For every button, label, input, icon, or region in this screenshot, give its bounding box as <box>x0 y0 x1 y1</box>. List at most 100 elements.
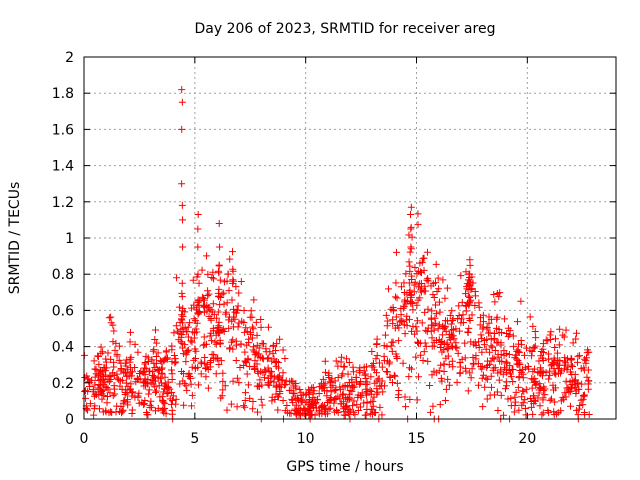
data-point <box>405 373 413 381</box>
data-point <box>285 386 293 394</box>
data-point <box>445 334 453 342</box>
data-point <box>223 406 231 414</box>
data-point <box>410 281 418 289</box>
data-point <box>140 368 148 376</box>
data-point <box>397 311 405 319</box>
data-point <box>466 369 474 377</box>
data-point <box>528 384 536 392</box>
data-point <box>514 346 522 354</box>
data-point <box>297 398 305 406</box>
data-point <box>468 365 476 373</box>
data-point <box>475 381 483 389</box>
data-point <box>124 396 132 404</box>
data-point <box>445 361 453 369</box>
data-point <box>270 355 278 363</box>
data-point <box>232 283 240 291</box>
data-point <box>408 327 416 335</box>
data-point <box>503 329 511 337</box>
data-point <box>271 359 279 367</box>
data-point <box>288 396 296 404</box>
data-point <box>373 390 381 398</box>
data-point <box>127 364 135 372</box>
data-point <box>248 334 256 342</box>
data-point <box>569 339 577 347</box>
data-point <box>178 86 186 94</box>
data-point <box>122 379 130 387</box>
data-point <box>162 380 170 388</box>
data-point <box>486 329 494 337</box>
data-point <box>522 411 530 419</box>
data-point <box>475 338 483 346</box>
data-point <box>168 406 176 414</box>
data-point <box>332 357 340 365</box>
data-point <box>413 396 421 404</box>
data-point <box>191 364 199 372</box>
data-point <box>362 374 370 382</box>
data-point <box>302 390 310 398</box>
data-point <box>446 311 454 319</box>
data-point <box>325 405 333 413</box>
grid-lines <box>84 57 616 419</box>
data-point <box>461 339 469 347</box>
data-point <box>529 376 537 384</box>
data-point <box>229 377 237 385</box>
data-point <box>274 375 282 383</box>
data-point <box>535 380 543 388</box>
data-point <box>109 369 117 377</box>
data-point <box>378 363 386 371</box>
data-point <box>241 397 249 405</box>
data-point <box>550 354 558 362</box>
data-point <box>443 317 451 325</box>
data-point <box>572 389 580 397</box>
data-point <box>229 248 237 256</box>
data-point <box>97 343 105 351</box>
data-point <box>168 346 176 354</box>
data-point <box>279 397 287 405</box>
data-point <box>530 344 538 352</box>
data-point <box>134 392 142 400</box>
data-point <box>556 325 564 333</box>
data-point <box>290 389 298 397</box>
data-point <box>96 381 104 389</box>
data-point <box>427 327 435 335</box>
data-point <box>224 270 232 278</box>
data-point <box>158 379 166 387</box>
data-point <box>414 210 422 218</box>
data-point <box>440 324 448 332</box>
data-point <box>483 336 491 344</box>
data-point <box>414 221 422 229</box>
data-point <box>309 383 317 391</box>
data-point <box>152 352 160 360</box>
data-point <box>145 390 153 398</box>
data-point <box>427 314 435 322</box>
data-point <box>483 375 491 383</box>
data-point <box>428 371 436 379</box>
data-point <box>582 357 590 365</box>
data-point <box>420 254 428 262</box>
data-point <box>440 360 448 368</box>
data-point <box>193 273 201 281</box>
data-point <box>475 343 483 351</box>
data-point <box>230 323 238 331</box>
data-point <box>104 385 112 393</box>
data-point <box>413 270 421 278</box>
data-point <box>115 342 123 350</box>
data-point <box>520 351 528 359</box>
data-point <box>253 331 261 339</box>
data-point <box>450 335 458 343</box>
data-point <box>159 405 167 413</box>
data-point <box>438 377 446 385</box>
data-point <box>296 386 304 394</box>
data-point <box>187 337 195 345</box>
data-point <box>573 406 581 414</box>
data-point <box>519 387 527 395</box>
data-point <box>248 323 256 331</box>
data-point <box>127 328 135 336</box>
data-point <box>493 388 501 396</box>
data-point <box>445 381 453 389</box>
data-point <box>376 403 384 411</box>
data-point <box>272 346 280 354</box>
data-point <box>391 372 399 380</box>
data-point <box>258 339 266 347</box>
data-point <box>545 355 553 363</box>
